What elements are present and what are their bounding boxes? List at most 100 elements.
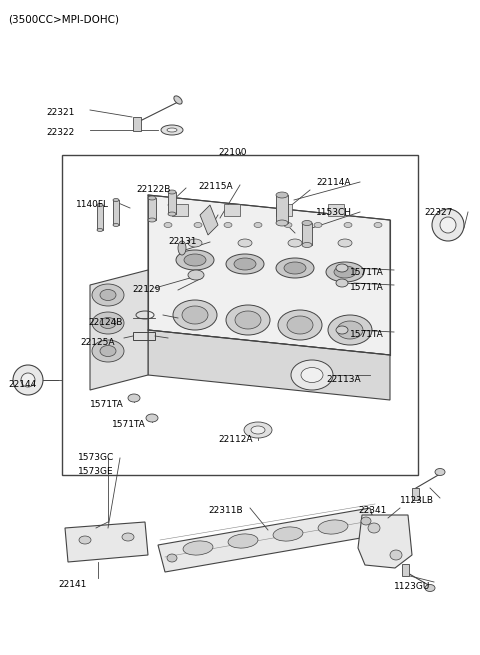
Ellipse shape [224, 223, 232, 227]
Ellipse shape [113, 223, 119, 227]
Text: 1573GC: 1573GC [78, 453, 114, 462]
Ellipse shape [284, 223, 292, 227]
Text: 1123GU: 1123GU [394, 582, 431, 591]
Ellipse shape [21, 373, 35, 387]
Text: 22341: 22341 [358, 506, 386, 515]
Bar [97, 205, 103, 230]
Ellipse shape [338, 239, 352, 247]
Bar [133, 117, 141, 131]
Ellipse shape [235, 311, 261, 329]
Text: 22115A: 22115A [198, 182, 233, 191]
Ellipse shape [226, 254, 264, 274]
Ellipse shape [161, 125, 183, 135]
Ellipse shape [188, 239, 202, 247]
Ellipse shape [425, 584, 435, 591]
Text: 22311B: 22311B [208, 506, 242, 515]
Ellipse shape [368, 523, 380, 533]
Text: 1571TA: 1571TA [350, 283, 384, 292]
Ellipse shape [254, 223, 262, 227]
Ellipse shape [314, 223, 322, 227]
Ellipse shape [148, 196, 156, 200]
Bar [276, 195, 288, 223]
Bar [172, 204, 188, 216]
Ellipse shape [184, 254, 206, 266]
Bar [276, 204, 292, 216]
Ellipse shape [278, 310, 322, 340]
Ellipse shape [302, 242, 312, 248]
Ellipse shape [100, 318, 116, 329]
Ellipse shape [287, 316, 313, 334]
Ellipse shape [194, 223, 202, 227]
Text: 22113A: 22113A [326, 375, 360, 384]
Ellipse shape [164, 223, 172, 227]
Text: 1153CH: 1153CH [316, 208, 352, 217]
Bar [412, 488, 419, 500]
Ellipse shape [361, 517, 371, 525]
Ellipse shape [167, 554, 177, 562]
Ellipse shape [168, 212, 176, 216]
Ellipse shape [100, 345, 116, 356]
Bar [113, 200, 119, 225]
Ellipse shape [276, 220, 288, 226]
Text: 1571TA: 1571TA [112, 420, 146, 429]
Ellipse shape [13, 365, 43, 395]
Ellipse shape [79, 536, 91, 544]
Ellipse shape [276, 192, 288, 198]
Text: 22131: 22131 [168, 237, 196, 246]
Ellipse shape [302, 221, 312, 225]
Ellipse shape [251, 426, 265, 434]
Ellipse shape [183, 541, 213, 555]
Ellipse shape [228, 534, 258, 548]
Ellipse shape [344, 223, 352, 227]
Text: 22141: 22141 [58, 580, 86, 589]
Ellipse shape [173, 300, 217, 330]
Text: (3500CC>MPI-DOHC): (3500CC>MPI-DOHC) [8, 14, 119, 24]
Text: 22129: 22129 [132, 285, 160, 294]
Ellipse shape [301, 367, 323, 383]
Ellipse shape [328, 315, 372, 345]
Polygon shape [90, 270, 148, 390]
Text: 22122B: 22122B [136, 185, 170, 194]
Ellipse shape [432, 209, 464, 241]
Text: 1571TA: 1571TA [90, 400, 124, 409]
Ellipse shape [168, 190, 176, 194]
Ellipse shape [188, 270, 204, 280]
Ellipse shape [113, 198, 119, 202]
Ellipse shape [318, 520, 348, 534]
Polygon shape [148, 330, 390, 400]
Ellipse shape [288, 239, 302, 247]
Bar [224, 204, 240, 216]
Ellipse shape [167, 128, 177, 132]
Ellipse shape [100, 290, 116, 301]
Ellipse shape [174, 96, 182, 104]
Bar [62, 155, 418, 475]
Polygon shape [158, 508, 378, 572]
Ellipse shape [336, 326, 348, 334]
Ellipse shape [337, 321, 363, 339]
Ellipse shape [92, 284, 124, 306]
Ellipse shape [238, 239, 252, 247]
Ellipse shape [97, 204, 103, 206]
Text: 22124B: 22124B [88, 318, 122, 327]
Polygon shape [65, 522, 148, 562]
Bar [168, 192, 176, 214]
Ellipse shape [244, 422, 272, 438]
Ellipse shape [122, 533, 134, 541]
Text: 22327: 22327 [424, 208, 452, 217]
Text: 22112A: 22112A [218, 435, 252, 444]
Ellipse shape [374, 223, 382, 227]
Text: 22322: 22322 [46, 128, 74, 137]
Bar [302, 223, 312, 245]
Ellipse shape [234, 258, 256, 270]
Text: 1123LB: 1123LB [400, 496, 434, 505]
Ellipse shape [128, 394, 140, 402]
Ellipse shape [146, 414, 158, 422]
Bar [328, 204, 344, 216]
Ellipse shape [326, 262, 364, 282]
Ellipse shape [390, 550, 402, 560]
Polygon shape [148, 195, 390, 355]
Text: 22125A: 22125A [80, 338, 115, 347]
Ellipse shape [97, 229, 103, 231]
Bar [402, 564, 409, 576]
Text: 22144: 22144 [8, 380, 36, 389]
